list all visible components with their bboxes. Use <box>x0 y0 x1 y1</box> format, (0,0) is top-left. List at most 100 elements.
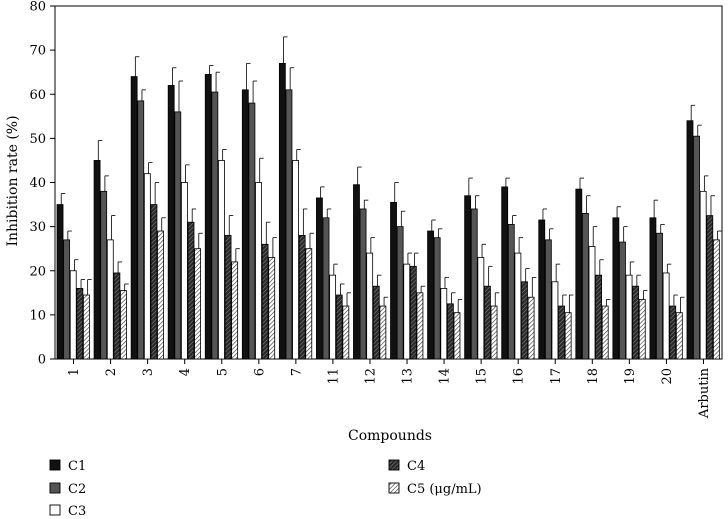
bar-c2-4 <box>174 111 182 360</box>
bar-c4-4 <box>187 221 195 360</box>
legend-swatch-c3 <box>49 504 61 516</box>
bar-c2-12 <box>359 208 367 360</box>
bar-c1-13 <box>390 201 397 360</box>
x-tick-label: 11 <box>326 368 341 385</box>
bar-c3-11 <box>329 274 337 360</box>
bar-c4-18 <box>595 274 603 360</box>
legend: C1 C2 C3 C4 C5 (μg/mL) <box>49 459 482 519</box>
bar-c1-19 <box>612 217 620 360</box>
x-tick-label: 19 <box>623 368 638 385</box>
bar-c4-14 <box>446 303 454 360</box>
bar-c5-17 <box>564 312 572 360</box>
bar-c5-4 <box>194 248 201 360</box>
legend-label-c4: C4 <box>407 459 425 474</box>
bar-c2-1 <box>63 239 71 360</box>
x-tick-label: 3 <box>141 368 156 376</box>
bar-c4-15 <box>484 285 491 360</box>
bar-c1-12 <box>353 184 360 360</box>
y-tick-label: 0 <box>38 353 46 368</box>
x-tick-label: 6 <box>252 368 267 376</box>
bar-c2-2 <box>100 190 108 360</box>
y-tick-label: 60 <box>29 88 46 103</box>
legend-swatch-c1 <box>49 459 61 471</box>
bar-c3-arbutin <box>699 190 707 360</box>
bar-c3-2 <box>106 239 114 360</box>
bar-c3-17 <box>551 281 559 360</box>
bar-c1-18 <box>575 188 583 360</box>
bar-c2-15 <box>470 208 478 360</box>
y-tick-label: 40 <box>29 176 46 191</box>
bar-c3-15 <box>477 257 485 360</box>
bar-c5-12 <box>379 305 387 360</box>
bar-c5-7 <box>305 248 313 360</box>
bar-c1-5 <box>204 73 212 360</box>
bar-c5-20 <box>675 312 683 360</box>
y-tick-label: 20 <box>29 264 46 279</box>
bar-c5-3 <box>157 230 164 360</box>
bar-c3-7 <box>292 160 299 360</box>
x-tick-label: 16 <box>512 368 527 385</box>
bar-c3-16 <box>514 252 522 360</box>
bar-c1-2 <box>93 160 101 360</box>
bar-c3-19 <box>625 274 633 360</box>
legend-label-c5: C5 (μg/mL) <box>407 482 482 497</box>
bar-c4-19 <box>632 285 640 360</box>
legend-label-c3: C3 <box>68 504 86 519</box>
legend-swatch-c2 <box>49 482 61 494</box>
bar-c3-1 <box>69 270 77 360</box>
bar-c1-6 <box>241 89 249 360</box>
bar-c4-13 <box>409 265 417 360</box>
x-tick-label: 18 <box>586 368 601 385</box>
bar-c3-18 <box>588 246 596 360</box>
legend-swatch-c4 <box>388 459 400 471</box>
bar-c1-11 <box>316 197 323 360</box>
bar-c1-3 <box>130 76 138 360</box>
legend-label-c2: C2 <box>68 482 86 497</box>
bar-c2-17 <box>544 239 552 360</box>
bar-c5-13 <box>416 292 424 360</box>
bar-c2-3 <box>137 100 145 360</box>
x-tick-label: Arbutin <box>697 367 712 419</box>
plot-area <box>54 5 723 360</box>
bar-c2-14 <box>433 237 441 360</box>
x-tick-label: 2 <box>104 368 119 376</box>
bar-c4-12 <box>372 285 380 360</box>
bar-c2-7 <box>285 89 293 360</box>
x-tick-label: 14 <box>438 368 453 385</box>
bar-c4-3 <box>150 204 158 360</box>
bar-c4-11 <box>335 294 343 360</box>
bar-c4-6 <box>261 243 269 360</box>
bar-c1-arbutin <box>686 120 694 360</box>
bar-c5-5 <box>231 261 239 360</box>
bar-c1-14 <box>427 230 434 360</box>
bar-c4-1 <box>76 287 84 360</box>
bar-c3-3 <box>143 173 151 360</box>
bar-c5-1 <box>83 294 90 360</box>
bar-c4-7 <box>298 235 306 360</box>
bar-c2-5 <box>211 91 219 360</box>
bar-c2-19 <box>619 241 626 360</box>
bar-c1-20 <box>649 217 657 360</box>
bar-c2-11 <box>322 217 330 360</box>
bar-c4-16 <box>521 281 528 360</box>
bar-c5-14 <box>453 312 461 360</box>
bar-c2-20 <box>656 232 663 360</box>
bar-c2-18 <box>582 212 589 360</box>
bar-c5-2 <box>120 290 127 360</box>
y-tick-label: 70 <box>29 44 46 59</box>
bar-c5-6 <box>268 257 276 360</box>
bar-c5-arbutin <box>712 239 720 360</box>
bar-c2-13 <box>396 226 404 360</box>
y-tick-label: 30 <box>29 220 46 235</box>
bar-c2-arbutin <box>693 135 700 360</box>
bar-c1-17 <box>538 219 546 360</box>
x-tick-label: 4 <box>178 368 193 376</box>
bar-c2-6 <box>248 102 256 360</box>
x-axis-title: Compounds <box>348 428 432 444</box>
bar-c5-11 <box>342 305 350 360</box>
x-tick-label: 15 <box>475 368 490 385</box>
x-tick-label: 7 <box>289 368 304 376</box>
bar-c5-15 <box>490 305 498 360</box>
legend-swatch-c5 <box>388 482 400 494</box>
